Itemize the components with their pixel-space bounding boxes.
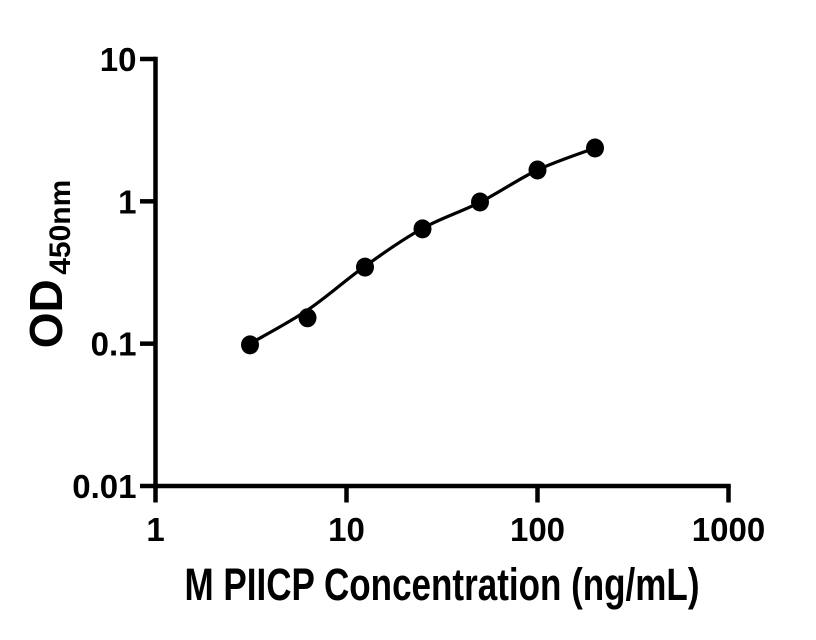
data-point-marker	[471, 192, 489, 212]
data-series	[241, 138, 604, 355]
x-tick-label: 10	[328, 511, 365, 548]
x-tick-label: 1000	[692, 511, 765, 548]
x-axis-title: M PIICP Concentration (ng/mL)	[185, 559, 700, 610]
y-axis-title: OD 450nm	[20, 180, 77, 349]
tick-marks	[140, 56, 731, 503]
y-axis-title-main: OD	[20, 279, 72, 348]
data-point-marker	[413, 219, 432, 239]
data-point-marker	[586, 138, 604, 158]
tick-labels: 1 10 100 1000 0.01 0.1 1 10	[72, 41, 765, 548]
y-tick-label: 0.01	[72, 468, 136, 505]
data-point-marker	[528, 160, 547, 180]
data-point-marker	[356, 257, 374, 277]
data-point-marker	[298, 308, 317, 328]
y-tick-label: 1	[118, 183, 136, 220]
y-axis-title-subscript: 450nm	[44, 180, 77, 275]
x-tick-label: 1	[146, 511, 164, 548]
axes	[153, 56, 731, 489]
y-tick-label: 0.1	[91, 326, 137, 363]
data-point-marker	[241, 335, 259, 355]
y-tick-label: 10	[100, 41, 137, 78]
x-tick-label: 100	[510, 511, 565, 548]
